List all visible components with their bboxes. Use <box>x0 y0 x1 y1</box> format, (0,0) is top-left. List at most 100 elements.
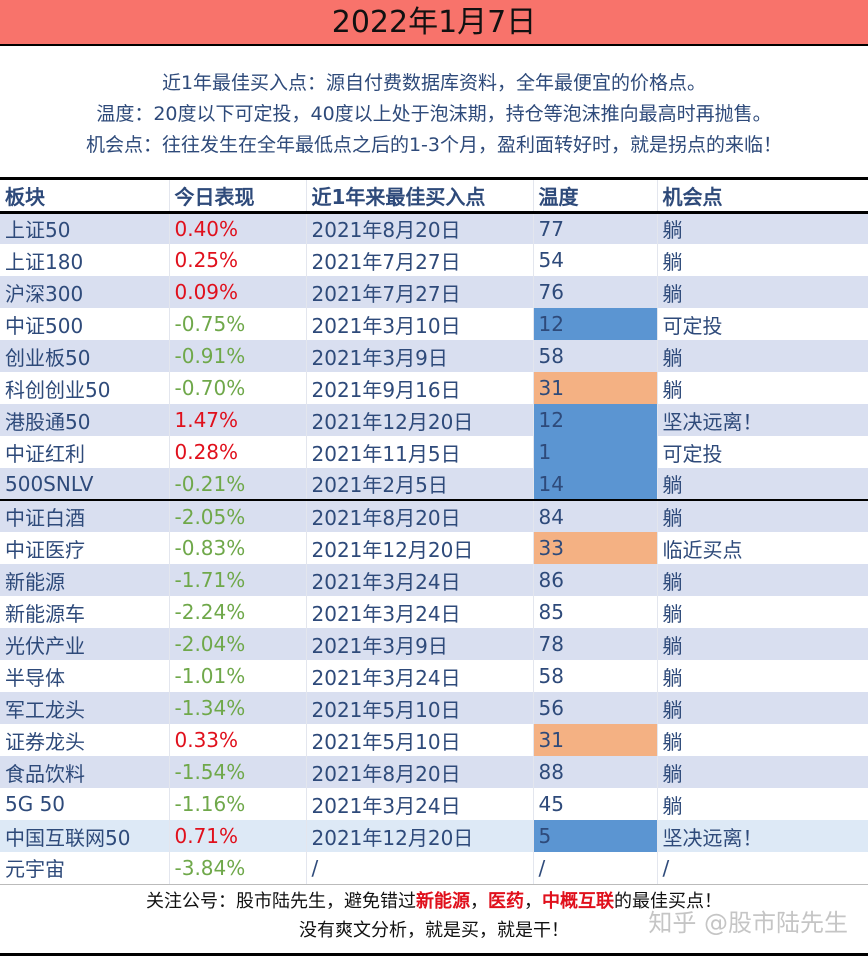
sector-cell: 新能源车 <box>5 601 85 626</box>
opportunity-cell: 躺 <box>656 276 868 308</box>
sector-cell: 光伏产业 <box>0 628 169 660</box>
change-cell: -0.70% <box>168 372 306 404</box>
temperature-cell: 77 <box>532 212 657 244</box>
opportunity-cell: 可定投 <box>656 308 868 340</box>
best-buy-cell: 2021年7月27日 <box>305 276 533 308</box>
opportunity-cell: 坚决远离！ <box>656 404 868 436</box>
opportunity-cell: 躺 <box>656 596 868 628</box>
table-header: 板块 今日表现 近1年来最佳买入点 温度 机会点 <box>0 180 868 214</box>
best-buy-cell: 2021年3月9日 <box>305 628 533 660</box>
header-opportunity: 机会点 <box>656 180 868 214</box>
temperature-cell: 45 <box>532 788 657 820</box>
best-buy-cell: 2021年8月20日 <box>305 500 533 532</box>
temperature-cell: 54 <box>532 244 657 276</box>
change-cell: 0.71% <box>168 820 306 852</box>
change-cell: 0.40% <box>168 212 306 244</box>
temperature-cell: 12 <box>532 308 657 340</box>
change-cell: -1.16% <box>168 788 306 820</box>
bottom-border <box>0 953 868 956</box>
header-sector: 板块 <box>0 180 169 214</box>
table-row: 中证红利 0.28% 2021年11月5日 1 可定投 <box>0 436 868 468</box>
table-row: 港股通50 1.47% 2021年12月20日 12 坚决远离！ <box>0 404 868 436</box>
table-row: 中证白酒 -2.05% 2021年8月20日 84 躺 <box>0 500 868 532</box>
change-cell: -0.91% <box>168 340 306 372</box>
best-buy-cell: 2021年11月5日 <box>305 436 533 468</box>
temperature-cell: 1 <box>532 436 657 468</box>
temperature-cell: 33 <box>532 532 657 564</box>
opportunity-cell: 躺 <box>656 500 868 532</box>
sector-table: 板块 今日表现 近1年来最佳买入点 温度 机会点 上证50 0.40% 2021… <box>0 180 868 885</box>
sector-cell: 半导体 <box>5 665 65 690</box>
footer-suffix: 的最佳买点！ <box>614 891 722 912</box>
separator: ， <box>524 891 542 912</box>
opportunity-cell: 躺 <box>656 756 868 788</box>
sector-cell: 中国互联网50 <box>0 820 169 852</box>
best-buy-cell: 2021年3月24日 <box>305 788 533 820</box>
temperature-cell: 76 <box>532 276 657 308</box>
sector-cell: 中证红利 <box>5 441 85 466</box>
opportunity-cell: 躺 <box>656 372 868 404</box>
sector-cell: 港股通50 <box>0 404 169 436</box>
opportunity-cell: 躺 <box>656 788 868 820</box>
best-buy-cell: 2021年7月27日 <box>305 244 533 276</box>
change-cell: -1.34% <box>168 692 306 724</box>
sector-cell: 元宇宙 <box>0 852 169 885</box>
change-cell: 0.09% <box>168 276 306 308</box>
sector-cell: 500SNLV <box>0 468 169 501</box>
temperature-cell: 84 <box>532 500 657 532</box>
sector-cell: 上证50 <box>0 212 169 244</box>
table-row: 军工龙头 -1.34% 2021年5月10日 56 躺 <box>0 692 868 724</box>
highlight-china-internet: 中概互联 <box>542 891 614 912</box>
table-row: 证券龙头 0.33% 2021年5月10日 31 躺 <box>0 724 868 756</box>
footer-prefix: 关注公号：股市陆先生，避免错过 <box>146 891 416 912</box>
sector-cell: 证券龙头 <box>5 729 85 754</box>
opportunity-cell: 躺 <box>656 724 868 756</box>
temperature-cell: 5 <box>532 820 657 852</box>
change-cell: 0.28% <box>168 436 306 468</box>
table-row: 科创创业50 -0.70% 2021年9月16日 31 躺 <box>0 372 868 404</box>
temperature-cell: 86 <box>532 564 657 596</box>
change-cell: -3.84% <box>168 852 306 885</box>
watermark: 知乎 @股市陆先生 <box>648 909 848 937</box>
sector-cell: 中证白酒 <box>0 500 169 532</box>
intro-notes: 近1年最佳买入点：源自付费数据库资料，全年最便宜的价格点。 温度：20度以下可定… <box>0 46 868 180</box>
table-row: 元宇宙 -3.84% / / / <box>0 852 868 885</box>
opportunity-cell: 躺 <box>656 340 868 372</box>
best-buy-cell: 2021年5月10日 <box>305 692 533 724</box>
change-cell: -1.01% <box>168 660 306 692</box>
change-cell: 0.25% <box>168 244 306 276</box>
best-buy-cell: 2021年12月20日 <box>305 820 533 852</box>
table-row: 上证180 0.25% 2021年7月27日 54 躺 <box>0 244 868 276</box>
temperature-cell: 14 <box>532 468 657 501</box>
table-row: 沪深300 0.09% 2021年7月27日 76 躺 <box>0 276 868 308</box>
separator: ， <box>470 891 488 912</box>
temperature-cell: 31 <box>532 372 657 404</box>
sector-cell: 上证180 <box>5 249 84 274</box>
temperature-cell: 85 <box>532 596 657 628</box>
opportunity-cell: 躺 <box>656 564 868 596</box>
table-row: 新能源车 -2.24% 2021年3月24日 85 躺 <box>0 596 868 628</box>
best-buy-cell: 2021年3月24日 <box>305 564 533 596</box>
best-buy-cell: 2021年5月10日 <box>305 724 533 756</box>
opportunity-cell: / <box>656 852 868 885</box>
table-row: 上证50 0.40% 2021年8月20日 77 躺 <box>0 212 868 244</box>
footer-note: 关注公号：股市陆先生，避免错过新能源，医药，中概互联的最佳买点！ 没有爽文分析，… <box>0 887 868 956</box>
opportunity-cell: 躺 <box>656 692 868 724</box>
table-row: 中证500 -0.75% 2021年3月10日 12 可定投 <box>0 308 868 340</box>
change-cell: -2.05% <box>168 500 306 532</box>
best-buy-cell: 2021年8月20日 <box>305 756 533 788</box>
temperature-cell: 58 <box>532 340 657 372</box>
change-cell: -2.04% <box>168 628 306 660</box>
table-row: 光伏产业 -2.04% 2021年3月9日 78 躺 <box>0 628 868 660</box>
opportunity-cell: 坚决远离！ <box>656 820 868 852</box>
temperature-cell: 31 <box>532 724 657 756</box>
note-opportunity: 机会点：往往发生在全年最低点之后的1-3个月，盈利面转好时，就是拐点的来临！ <box>85 134 783 156</box>
table-row: 5G 50 -1.16% 2021年3月24日 45 躺 <box>0 788 868 820</box>
note-temperature: 温度：20度以下可定投，40度以上处于泡沫期，持仓等泡沫推向最高时再抛售。 <box>96 103 772 125</box>
sector-cell: 中证500 <box>5 313 84 338</box>
table-row: 新能源 -1.71% 2021年3月24日 86 躺 <box>0 564 868 596</box>
best-buy-cell: 2021年3月24日 <box>305 596 533 628</box>
opportunity-cell: 躺 <box>656 244 868 276</box>
table-row: 中国互联网50 0.71% 2021年12月20日 5 坚决远离！ <box>0 820 868 852</box>
best-buy-cell: / <box>305 852 533 885</box>
